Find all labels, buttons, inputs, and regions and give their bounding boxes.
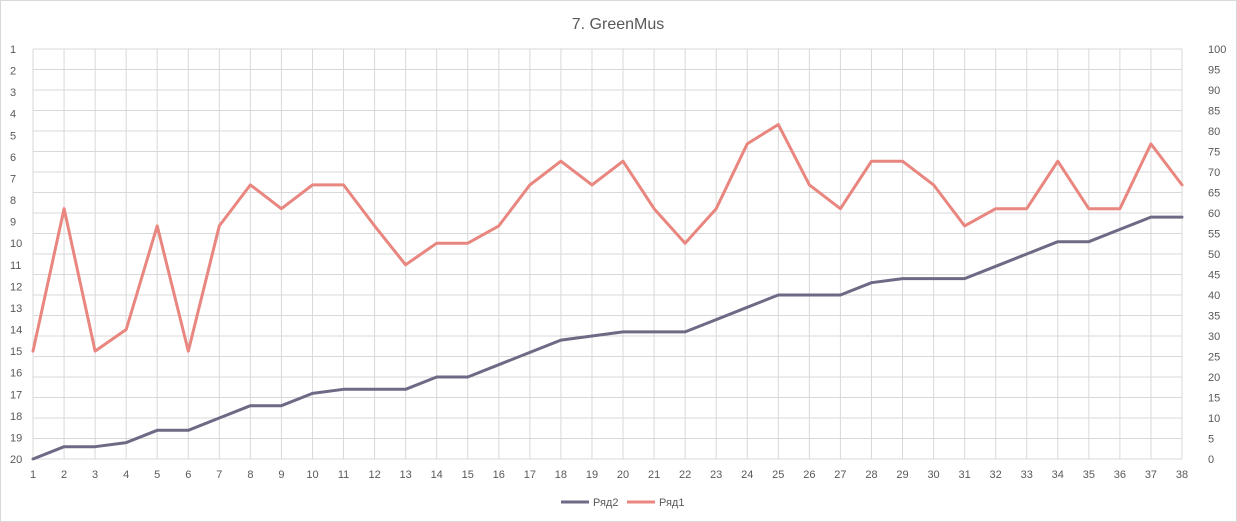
left-tick-label: 7 (10, 173, 16, 185)
legend-label: Ряд1 (659, 497, 684, 509)
x-tick-label: 25 (772, 469, 784, 481)
right-tick-label: 60 (1208, 208, 1220, 220)
x-tick-label: 33 (1021, 469, 1033, 481)
x-tick-label: 21 (648, 469, 660, 481)
series-line-Ряд2 (31, 215, 1184, 461)
x-tick-label: 37 (1145, 469, 1157, 481)
left-tick-label: 14 (10, 325, 22, 337)
left-tick-label: 3 (10, 87, 16, 99)
x-tick-label: 38 (1176, 469, 1188, 481)
right-tick-label: 100 (1208, 44, 1226, 56)
x-tick-label: 4 (123, 469, 129, 481)
x-tick-label: 29 (896, 469, 908, 481)
left-tick-label: 15 (10, 346, 22, 358)
right-tick-label: 40 (1208, 290, 1220, 302)
right-tick-label: 70 (1208, 167, 1220, 179)
right-tick-label: 50 (1208, 249, 1220, 261)
x-tick-label: 31 (958, 469, 970, 481)
left-tick-label: 10 (10, 238, 22, 250)
right-tick-label: 5 (1208, 434, 1214, 446)
right-axis-ticks: 0 5 10 15 20 25 30 35 40 45 50 55 60 65 70 75 80 85 90 95 10… (1208, 44, 1226, 466)
x-tick-label: 36 (1114, 469, 1126, 481)
left-tick-label: 16 (10, 368, 22, 380)
series-line-Ряд1 (31, 123, 1184, 353)
x-tick-label: 5 (154, 469, 160, 481)
x-tick-label: 18 (555, 469, 567, 481)
right-tick-label: 65 (1208, 188, 1220, 200)
x-tick-label: 20 (617, 469, 629, 481)
left-tick-label: 4 (10, 109, 16, 121)
legend-label: Ряд2 (593, 497, 618, 509)
x-tick-label: 24 (741, 469, 753, 481)
left-tick-label: 13 (10, 303, 22, 315)
x-tick-label: 11 (338, 469, 349, 481)
legend: Ряд2 Ряд1 (561, 497, 684, 509)
x-tick-label: 7 (216, 469, 222, 481)
left-tick-label: 20 (10, 454, 22, 466)
x-tick-label: 34 (1052, 469, 1064, 481)
left-tick-label: 9 (10, 217, 16, 229)
right-tick-label: 75 (1208, 147, 1220, 159)
x-tick-label: 9 (278, 469, 284, 481)
right-tick-label: 10 (1208, 413, 1220, 425)
right-tick-label: 15 (1208, 393, 1220, 405)
x-tick-label: 16 (493, 469, 505, 481)
x-tick-label: 12 (368, 469, 380, 481)
left-tick-label: 18 (10, 411, 22, 423)
x-tick-label: 32 (990, 469, 1002, 481)
x-tick-label: 35 (1083, 469, 1095, 481)
x-tick-label: 17 (524, 469, 536, 481)
x-tick-label: 13 (400, 469, 412, 481)
right-tick-label: 20 (1208, 372, 1220, 384)
left-tick-label: 17 (10, 389, 22, 401)
right-tick-label: 45 (1208, 270, 1220, 282)
right-tick-label: 55 (1208, 229, 1220, 241)
x-tick-label: 30 (927, 469, 939, 481)
x-axis-ticks: 1 2 3 4 5 6 7 8 9 10 11 12 13 14 15 16 17 18 19 20 21 22 23 24 2… (30, 469, 1188, 481)
x-tick-label: 1 (30, 469, 36, 481)
x-tick-label: 28 (865, 469, 877, 481)
x-tick-label: 19 (586, 469, 598, 481)
x-tick-label: 10 (306, 469, 318, 481)
left-tick-label: 6 (10, 152, 16, 164)
x-tick-label: 27 (834, 469, 846, 481)
right-tick-label: 90 (1208, 85, 1220, 97)
x-tick-label: 2 (61, 469, 67, 481)
right-tick-label: 0 (1208, 454, 1214, 466)
left-tick-label: 8 (10, 195, 16, 207)
x-tick-label: 15 (462, 469, 474, 481)
left-tick-label: 5 (10, 130, 16, 142)
x-tick-label: 6 (185, 469, 191, 481)
left-tick-label: 2 (10, 66, 16, 78)
right-tick-label: 85 (1208, 106, 1220, 118)
right-tick-label: 80 (1208, 126, 1220, 138)
x-tick-label: 26 (803, 469, 815, 481)
left-tick-label: 19 (10, 432, 22, 444)
x-tick-label: 3 (92, 469, 98, 481)
right-tick-label: 35 (1208, 311, 1220, 323)
right-tick-label: 25 (1208, 352, 1220, 364)
right-tick-label: 95 (1208, 65, 1220, 77)
right-tick-label: 30 (1208, 331, 1220, 343)
x-tick-label: 22 (679, 469, 691, 481)
series-lines (31, 123, 1184, 461)
left-tick-label: 11 (10, 260, 21, 272)
left-tick-label: 12 (10, 281, 22, 293)
x-tick-label: 14 (431, 469, 443, 481)
gridlines (32, 48, 1183, 460)
left-tick-label: 1 (10, 44, 16, 56)
x-tick-label: 8 (247, 469, 253, 481)
x-tick-label: 23 (710, 469, 722, 481)
chart-title: 7. GreenMus (572, 16, 664, 33)
